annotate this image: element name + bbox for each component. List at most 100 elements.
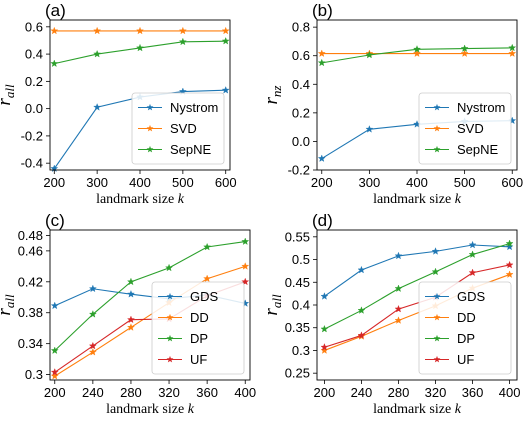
x-tick-label: 200 (311, 175, 333, 190)
y-tick-label: 0.3 (292, 343, 310, 358)
series-line-dp (54, 241, 246, 352)
x-tick-label: 360 (196, 385, 218, 400)
legend-entry: SVD (170, 121, 197, 136)
y-tick-label: 0.4 (292, 298, 310, 313)
data-point-dd (505, 270, 514, 278)
data-point-uf (357, 331, 366, 339)
data-point-gds (126, 290, 135, 298)
legend-marker (433, 124, 441, 132)
legend: GDS DD DP UF (151, 281, 245, 375)
data-point-sepne (460, 44, 469, 52)
x-tick-label: 200 (44, 385, 66, 400)
legend-entry: Nystrom (457, 100, 505, 115)
legend: Nystrom SVD SepNE (418, 92, 512, 165)
legend-entry: SepNE (170, 142, 212, 157)
data-point-svd (317, 49, 326, 57)
data-point-dp (165, 263, 174, 272)
panel-a: (a) 200 300 400 500 600 -0.4 -0.2 0.0 0.2 0.4 0.6 la… (0, 1, 237, 207)
x-axis-label: landmark size k (106, 402, 195, 417)
data-point-dp (126, 277, 135, 286)
legend-entry: DD (190, 310, 209, 325)
data-point-svd (136, 26, 144, 35)
plot-frame (49, 19, 231, 171)
data-point-dp (50, 346, 59, 354)
data-point-dd (126, 323, 135, 331)
data-point-gds (431, 247, 440, 255)
legend-entry: DD (457, 310, 476, 325)
x-tick-label: 500 (172, 175, 194, 190)
y-tick-label: 0.2 (292, 105, 310, 120)
legend-entry: DP (457, 331, 475, 346)
data-point-uf (505, 260, 514, 269)
legend-entry: UF (190, 352, 207, 367)
y-axis-label: rall (0, 294, 17, 316)
series-line-dd (54, 265, 246, 377)
data-point-dd (241, 262, 250, 270)
legend-entry: SepNE (457, 142, 499, 157)
legend-box (418, 92, 512, 165)
x-tick-label: 600 (215, 175, 237, 190)
data-point-gds (88, 284, 97, 293)
data-point-gds (468, 240, 477, 249)
panel-label: (c) (45, 211, 65, 230)
data-point-sepne (93, 49, 102, 58)
data-point-svd (93, 26, 102, 35)
data-point-uf (320, 343, 329, 351)
x-tick-label: 300 (359, 175, 381, 190)
y-tick-label: 0.34 (18, 336, 43, 351)
plot-frame (316, 19, 518, 171)
x-tick-label: 280 (388, 385, 410, 400)
data-point-gds (394, 251, 403, 260)
series-line-gds (324, 244, 510, 297)
x-tick-label: 200 (314, 385, 336, 400)
series-line-uf (324, 264, 510, 348)
data-point-gds (50, 301, 59, 310)
legend-marker (433, 313, 441, 321)
y-tick-label: 0.42 (18, 274, 43, 289)
x-tick-label: 240 (351, 385, 373, 400)
data-point-dp (394, 284, 403, 293)
data-point-dp (320, 324, 329, 333)
data-point-sepne (136, 43, 144, 52)
data-point-dp (468, 250, 477, 258)
y-tick-label: 0.35 (285, 320, 310, 335)
legend-box (418, 281, 512, 375)
data-point-gds (320, 292, 329, 300)
series-line-dp (324, 243, 510, 330)
data-point-nystrom (317, 154, 326, 162)
legend-marker (166, 313, 174, 321)
data-point-dd (88, 347, 97, 356)
data-point-sepne (50, 59, 59, 68)
panel-label: (b) (312, 1, 333, 20)
legend-box (131, 92, 225, 165)
x-tick-label: 300 (86, 175, 108, 190)
x-tick-label: 400 (499, 385, 521, 400)
data-point-dp (431, 267, 440, 276)
y-tick-label: 0.0 (292, 134, 310, 149)
y-tick-label: 0.4 (292, 77, 310, 92)
panel-label: (d) (312, 211, 333, 230)
x-tick-label: 320 (158, 385, 180, 400)
panel-d: (d) 200 240 280 320 360 400 0.25 0.3 0.35 0.4 0.45 0… (261, 211, 520, 417)
legend-marker (433, 145, 441, 153)
legend-marker (166, 355, 174, 363)
data-point-sepne (178, 37, 187, 46)
y-tick-label: 0.45 (285, 275, 310, 290)
data-point-dd (50, 371, 59, 380)
legend-marker (433, 103, 441, 111)
y-tick-label: 0.2 (25, 74, 43, 89)
plot-frame (316, 229, 518, 381)
data-point-uf (88, 341, 97, 350)
x-tick-label: 240 (82, 385, 104, 400)
data-point-svd (50, 26, 59, 35)
data-point-dd (203, 274, 212, 283)
data-point-dp (241, 237, 250, 245)
x-tick-label: 500 (454, 175, 476, 190)
data-point-dp (505, 239, 514, 248)
y-tick-label: 0.25 (285, 366, 310, 381)
plot-frame (49, 229, 251, 381)
y-tick-label: 0.55 (285, 229, 310, 244)
panel-label: (a) (45, 1, 66, 20)
legend-entry: DP (190, 331, 208, 346)
y-axis-label: rnz (261, 86, 284, 105)
